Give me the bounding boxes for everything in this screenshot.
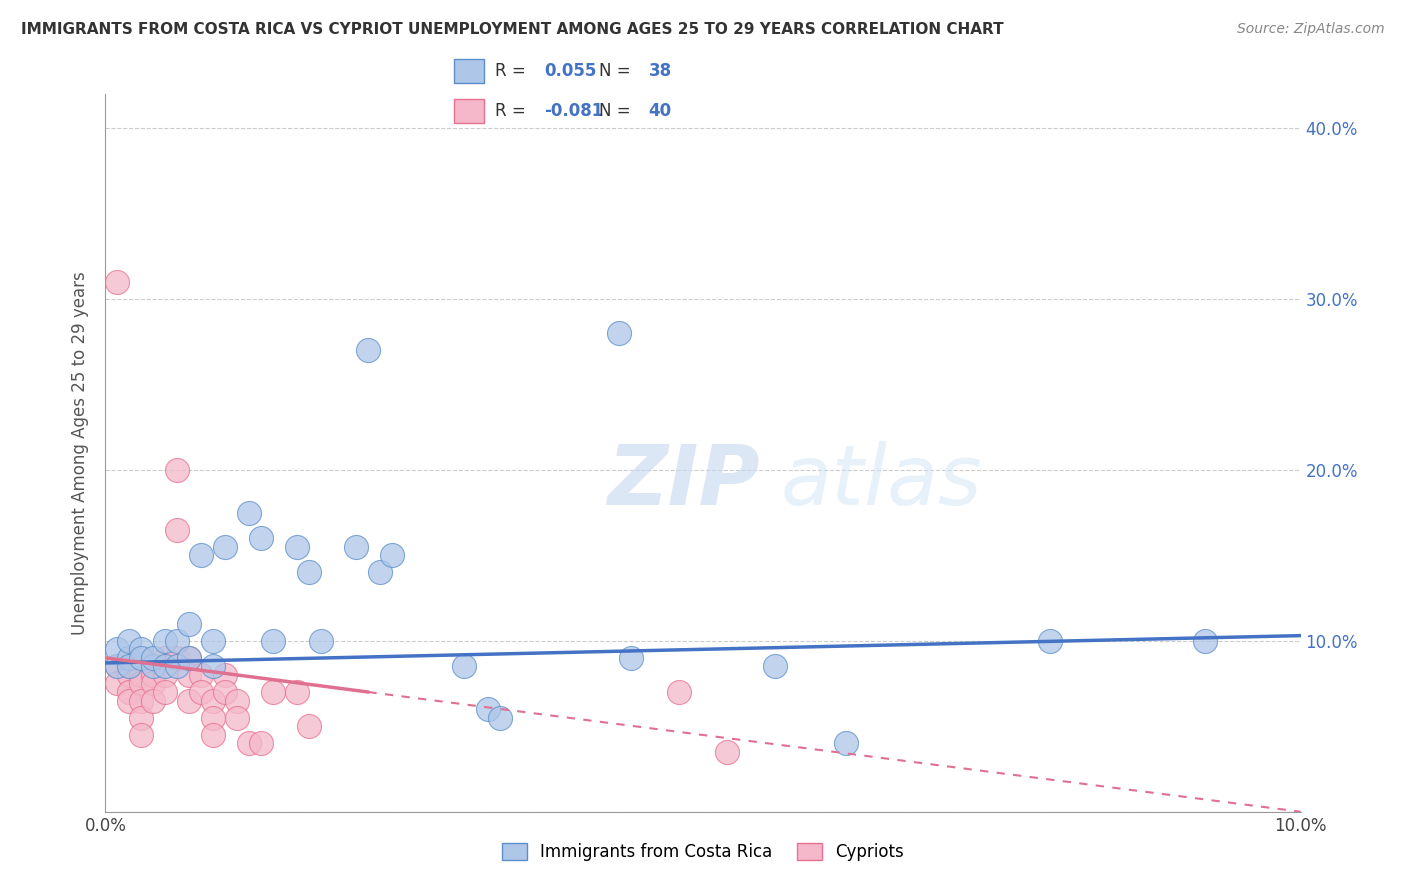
Text: IMMIGRANTS FROM COSTA RICA VS CYPRIOT UNEMPLOYMENT AMONG AGES 25 TO 29 YEARS COR: IMMIGRANTS FROM COSTA RICA VS CYPRIOT UN…	[21, 22, 1004, 37]
Point	[177, 651, 201, 665]
Point	[607, 326, 630, 340]
Point	[190, 548, 212, 563]
Text: R =: R =	[495, 62, 531, 80]
FancyBboxPatch shape	[454, 99, 484, 122]
Point	[489, 711, 512, 725]
Point	[166, 633, 188, 648]
Point	[177, 616, 201, 631]
Point	[225, 711, 249, 725]
Point	[1194, 633, 1216, 648]
Point	[118, 693, 141, 707]
Point	[142, 659, 165, 673]
Point	[129, 693, 153, 707]
Point	[142, 651, 165, 665]
Text: N =: N =	[599, 62, 636, 80]
Point	[166, 523, 188, 537]
Point	[202, 693, 225, 707]
Point	[202, 711, 225, 725]
Point	[129, 728, 153, 742]
Point	[129, 651, 153, 665]
Point	[107, 676, 129, 690]
Point	[202, 659, 225, 673]
Point	[190, 685, 212, 699]
Legend: Immigrants from Costa Rica, Cypriots: Immigrants from Costa Rica, Cypriots	[495, 837, 911, 868]
Point	[129, 642, 153, 657]
Point	[357, 343, 380, 357]
Text: 38: 38	[648, 62, 672, 80]
Point	[129, 676, 153, 690]
Point	[1038, 633, 1062, 648]
Point	[166, 659, 188, 673]
Point	[118, 659, 141, 673]
Point	[262, 633, 284, 648]
Point	[202, 633, 225, 648]
Point	[142, 668, 165, 682]
Point	[107, 659, 129, 673]
FancyBboxPatch shape	[454, 59, 484, 83]
Point	[368, 566, 391, 580]
Point	[107, 642, 129, 657]
Point	[107, 275, 129, 289]
Point	[309, 633, 332, 648]
Text: -0.081: -0.081	[544, 102, 603, 120]
Point	[166, 463, 188, 477]
Text: ZIP: ZIP	[607, 441, 761, 522]
Point	[214, 685, 236, 699]
Point	[262, 685, 284, 699]
Point	[346, 540, 368, 554]
Text: atlas: atlas	[780, 441, 983, 522]
Point	[118, 651, 141, 665]
Point	[250, 736, 273, 750]
Point	[142, 676, 165, 690]
Point	[155, 668, 177, 682]
Point	[118, 659, 141, 673]
Point	[238, 736, 260, 750]
Point	[835, 736, 858, 750]
Point	[298, 566, 321, 580]
Point	[620, 651, 643, 665]
Point	[118, 633, 141, 648]
Text: 40: 40	[648, 102, 672, 120]
Point	[202, 728, 225, 742]
Point	[177, 668, 201, 682]
Text: N =: N =	[599, 102, 636, 120]
Point	[177, 651, 201, 665]
Point	[155, 685, 177, 699]
Text: Source: ZipAtlas.com: Source: ZipAtlas.com	[1237, 22, 1385, 37]
Point	[129, 668, 153, 682]
Point	[381, 548, 404, 563]
Point	[716, 745, 738, 759]
Point	[155, 659, 177, 673]
Point	[129, 711, 153, 725]
Point	[225, 693, 249, 707]
Point	[155, 651, 177, 665]
Point	[250, 531, 273, 545]
Point	[118, 685, 141, 699]
Text: R =: R =	[495, 102, 531, 120]
Point	[155, 633, 177, 648]
Point	[214, 668, 236, 682]
Point	[238, 506, 260, 520]
Point	[285, 540, 308, 554]
Point	[107, 659, 129, 673]
Point	[118, 668, 141, 682]
Point	[668, 685, 690, 699]
Point	[166, 651, 188, 665]
Point	[285, 685, 308, 699]
Text: 0.055: 0.055	[544, 62, 596, 80]
Point	[177, 693, 201, 707]
Point	[763, 659, 786, 673]
Point	[190, 668, 212, 682]
Point	[142, 693, 165, 707]
Point	[453, 659, 475, 673]
Y-axis label: Unemployment Among Ages 25 to 29 years: Unemployment Among Ages 25 to 29 years	[72, 271, 90, 634]
Point	[477, 702, 499, 716]
Point	[298, 719, 321, 733]
Point	[214, 540, 236, 554]
